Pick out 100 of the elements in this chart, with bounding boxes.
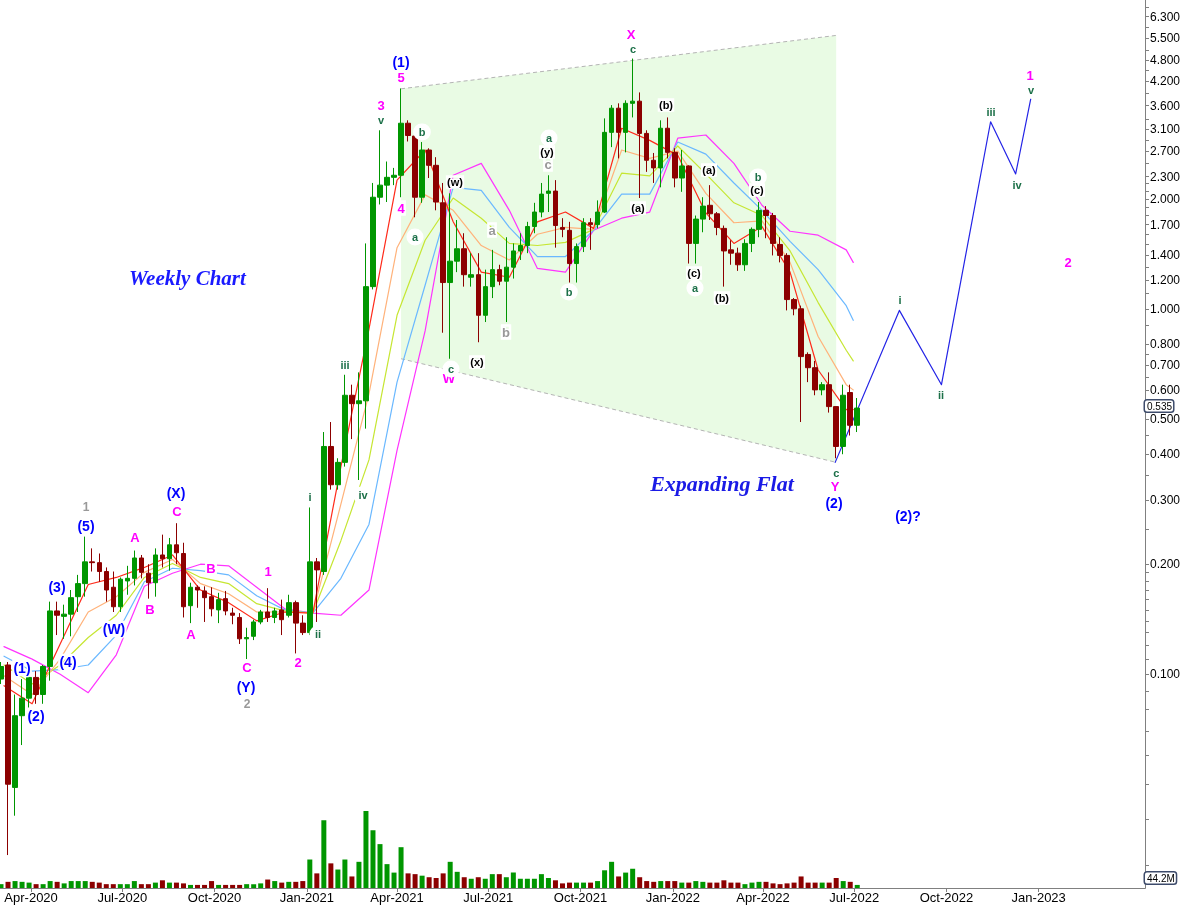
bar xyxy=(475,877,481,888)
candlestick xyxy=(419,141,425,204)
bar xyxy=(805,882,811,888)
candlestick xyxy=(146,563,151,600)
bar xyxy=(721,880,727,888)
bar xyxy=(545,877,551,888)
bar xyxy=(707,882,713,888)
y-tick-label: 2.000 xyxy=(1150,191,1181,206)
bar xyxy=(630,868,636,888)
bar xyxy=(616,876,622,888)
annotation: iv xyxy=(358,489,369,501)
bar xyxy=(763,881,769,888)
candlestick xyxy=(658,119,663,188)
bar xyxy=(454,871,460,888)
bar xyxy=(321,820,327,888)
bar xyxy=(552,880,558,888)
bar xyxy=(524,878,530,888)
annotation: 5 xyxy=(397,70,405,86)
x-tick-label: Oct-2022 xyxy=(919,890,974,905)
candlestick xyxy=(525,221,530,254)
bar xyxy=(26,882,32,888)
bar xyxy=(686,882,692,888)
bar xyxy=(173,882,179,888)
text: 0.535 xyxy=(1147,400,1173,412)
annotation: (w) xyxy=(447,176,464,188)
x-tick-label: Jul-2022 xyxy=(829,890,880,905)
bar xyxy=(5,881,11,888)
annotation: c xyxy=(629,43,637,55)
candlestick xyxy=(819,381,825,396)
candlestick xyxy=(468,252,474,288)
candlestick xyxy=(546,174,551,213)
bar xyxy=(54,881,60,888)
annotation: i xyxy=(308,491,312,503)
bar xyxy=(538,874,544,888)
bar xyxy=(124,884,130,888)
annotation: i xyxy=(898,294,902,306)
bar xyxy=(230,884,236,888)
annotation: b xyxy=(418,126,426,138)
annotation: (1) xyxy=(392,54,410,70)
annotation: 3 xyxy=(377,97,385,113)
y-tick-label: 0.100 xyxy=(1150,667,1181,682)
annotation: (y) xyxy=(540,146,555,158)
bar xyxy=(784,883,790,888)
annotation: (b) xyxy=(658,99,674,111)
y-tick-label: 0.400 xyxy=(1150,447,1181,462)
bar xyxy=(391,872,397,888)
bar xyxy=(566,882,572,888)
candlestick xyxy=(244,627,249,660)
candlestick xyxy=(272,607,277,624)
bar xyxy=(749,882,755,888)
bar xyxy=(188,884,193,888)
y-tick-label: 0.300 xyxy=(1150,492,1181,507)
candlestick xyxy=(630,58,635,118)
bar xyxy=(12,881,18,888)
text: 44.2M xyxy=(1147,872,1175,884)
candlestick xyxy=(216,592,221,624)
bar xyxy=(419,875,425,888)
bar xyxy=(489,874,495,888)
bar xyxy=(496,874,502,888)
candlestick xyxy=(497,264,502,286)
candlestick xyxy=(854,397,860,433)
bar xyxy=(117,884,123,888)
bar xyxy=(384,864,390,888)
bar xyxy=(202,884,208,888)
bar xyxy=(595,881,601,888)
annotation: c xyxy=(833,467,840,480)
candlestick xyxy=(574,242,579,284)
bar xyxy=(791,882,797,888)
bar xyxy=(644,881,650,888)
bar xyxy=(426,877,432,888)
candlestick xyxy=(321,431,327,576)
annotation: 1 xyxy=(264,563,272,579)
bar xyxy=(68,881,74,888)
bar xyxy=(777,884,783,888)
candlestick xyxy=(637,91,642,199)
annotation: 1 xyxy=(82,500,90,514)
bar xyxy=(742,884,748,888)
bar xyxy=(138,884,144,888)
bar xyxy=(574,882,580,888)
bar xyxy=(812,882,818,888)
annotation: (a) xyxy=(702,164,717,176)
annotation: 2 xyxy=(243,697,251,711)
candlestick xyxy=(847,384,853,437)
candlestick xyxy=(104,566,109,603)
candlestick xyxy=(118,576,123,613)
annotation: (1) xyxy=(13,660,31,676)
bar xyxy=(19,881,25,888)
candlestick xyxy=(160,534,165,568)
y-tick-label: 1.000 xyxy=(1150,301,1181,316)
x-tick-label: Apr-2022 xyxy=(736,890,790,905)
bar xyxy=(370,830,376,888)
bar xyxy=(75,881,81,888)
line-series xyxy=(834,98,1032,463)
bar xyxy=(180,883,186,888)
candlestick xyxy=(279,599,284,636)
candlestick xyxy=(686,164,692,265)
candlestick xyxy=(188,582,193,624)
candlestick xyxy=(581,217,586,253)
candlestick xyxy=(153,547,158,598)
text: Weekly Chart xyxy=(129,265,248,290)
